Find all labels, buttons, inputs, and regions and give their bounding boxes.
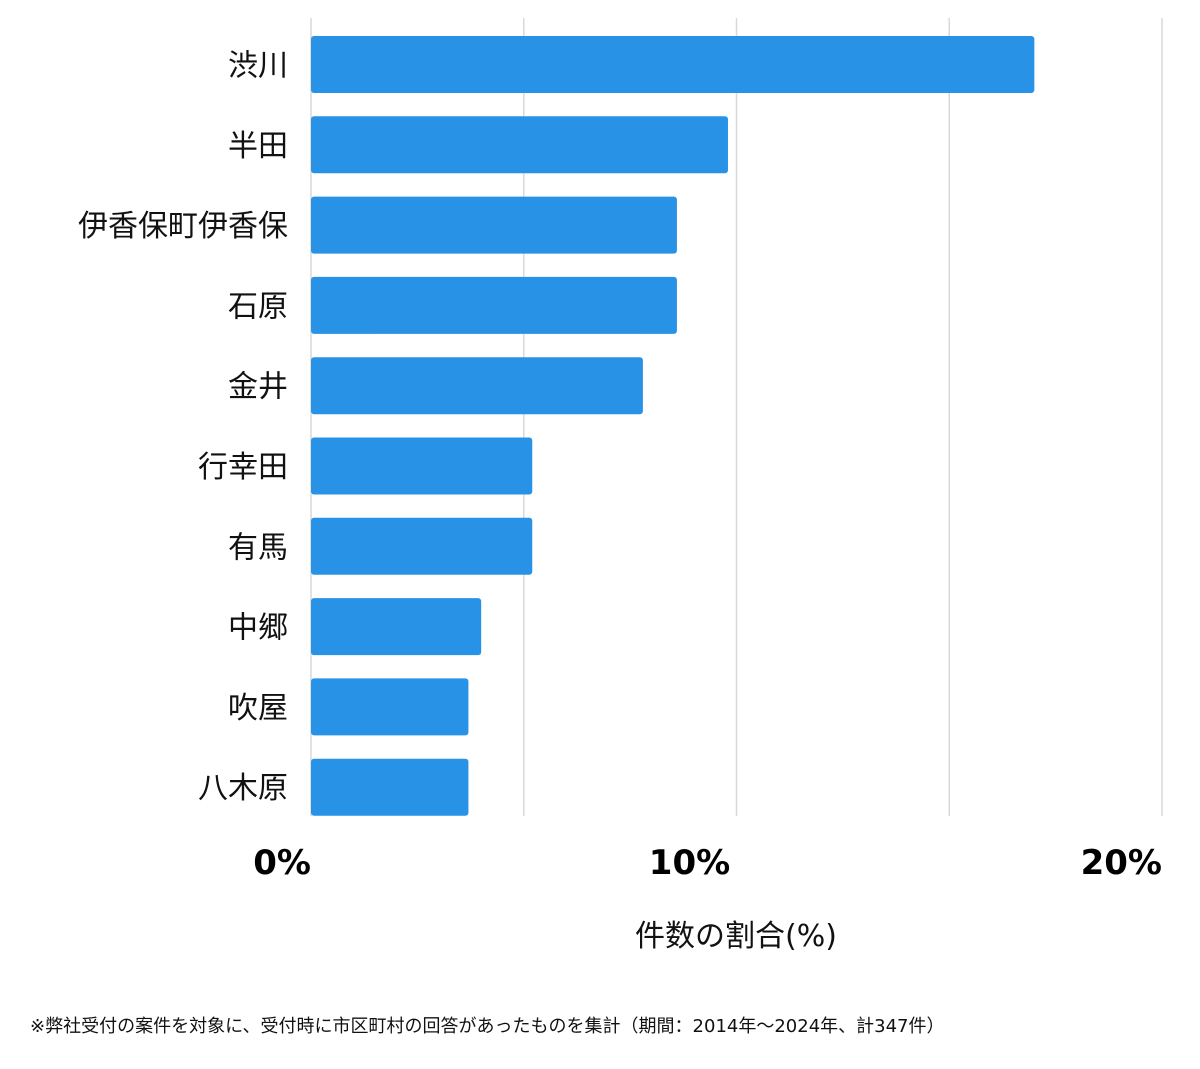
x-tick-label: 0% bbox=[253, 843, 311, 883]
bar bbox=[311, 196, 677, 254]
category-label: 石原 bbox=[228, 289, 288, 324]
category-label: 伊香保町伊香保 bbox=[78, 209, 288, 244]
x-axis-title: 件数の割合(%) bbox=[635, 919, 837, 954]
bar bbox=[311, 437, 533, 495]
category-label: 中郷 bbox=[228, 611, 288, 646]
bar bbox=[311, 116, 728, 174]
bar bbox=[311, 36, 1035, 93]
category-label: 渋川 bbox=[228, 49, 288, 84]
category-label: 行幸田 bbox=[198, 450, 288, 485]
category-label: 半田 bbox=[228, 129, 288, 164]
bar bbox=[311, 357, 643, 415]
bar bbox=[311, 678, 469, 736]
footnote: ※弊社受付の案件を対象に、受付時に市区町村の回答があったものを集計（期間：201… bbox=[30, 1016, 945, 1037]
x-tick-label: 10% bbox=[649, 843, 730, 883]
bars bbox=[311, 36, 1035, 816]
category-label: 金井 bbox=[228, 370, 288, 405]
bar bbox=[311, 276, 677, 334]
category-label: 八木原 bbox=[198, 771, 288, 806]
category-label: 有馬 bbox=[228, 530, 288, 565]
bar bbox=[311, 758, 469, 816]
category-label: 吹屋 bbox=[228, 691, 288, 726]
x-tick-label: 20% bbox=[1081, 843, 1162, 883]
bar bbox=[311, 517, 533, 575]
x-tick-labels: 0% 10% 20% bbox=[253, 843, 1162, 883]
bar bbox=[311, 598, 482, 656]
